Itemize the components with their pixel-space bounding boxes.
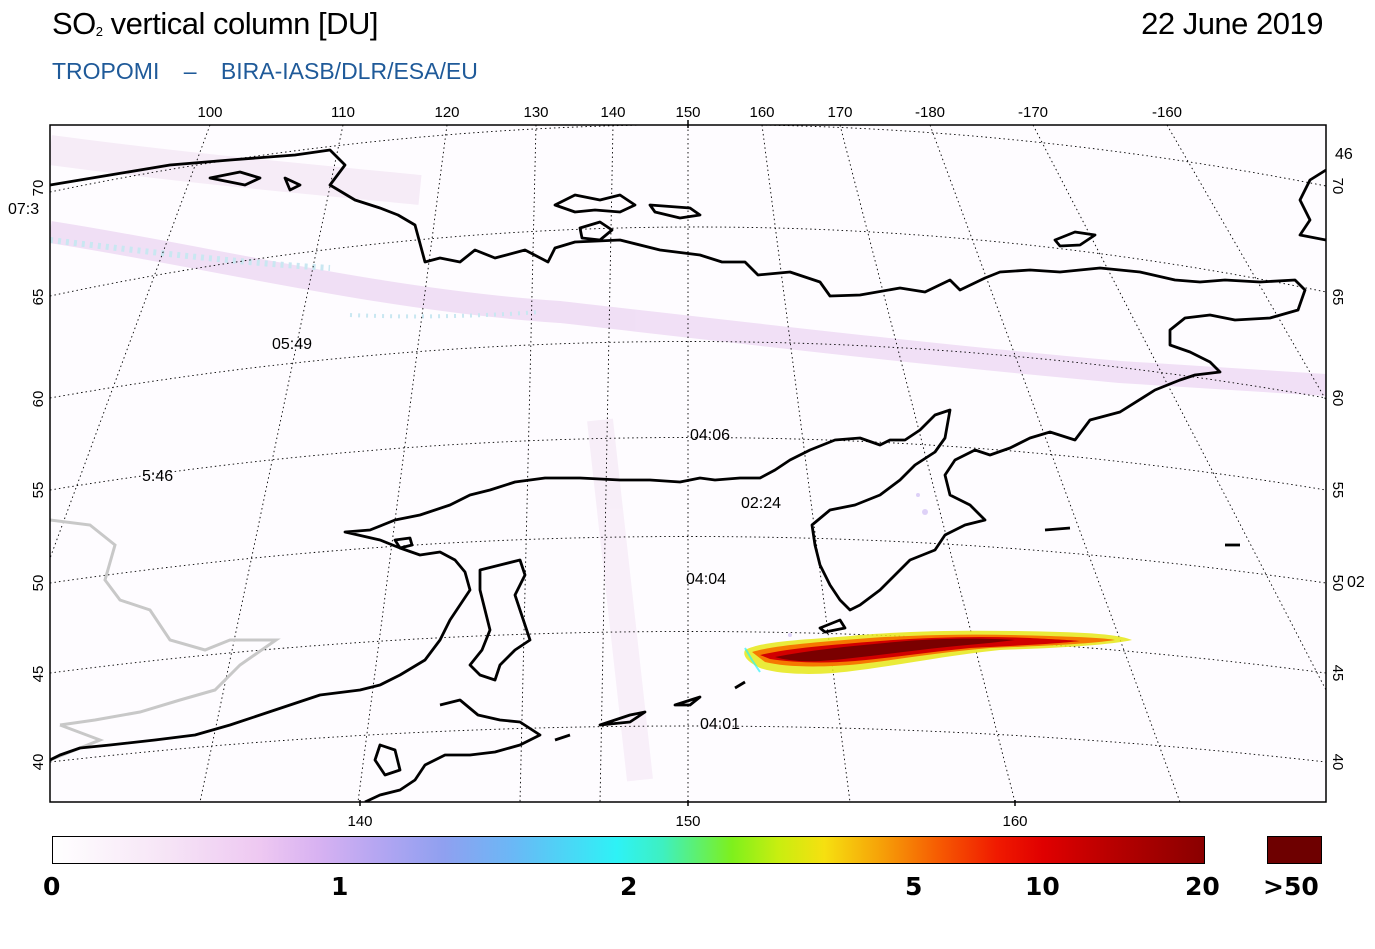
so2-traces [788,493,928,637]
top-longitude-labels: 100 110 120 130 140 150 160 170 -180 -17… [197,104,1182,121]
lat-label-left: 45 [30,666,47,683]
orbit-time-label: 02:24 [741,495,781,512]
lon-label-top: 150 [675,104,700,121]
colorbar-tick-label: 2 [620,872,638,901]
lat-label-right: 40 [1329,754,1346,771]
subtitle-credits: BIRA-IASB/DLR/ESA/EU [220,58,478,84]
orbit-time-labels: 05:49 04:06 5:46 02:24 04:04 04:01 [142,336,781,733]
lat-label-left: 65 [30,289,47,306]
bottom-longitude-labels: 140 150 160 [347,813,1027,830]
lon-label-bottom: 160 [1002,813,1027,830]
subtitle-instrument: TROPOMI [52,58,160,84]
subtitle-dash: – [183,58,197,84]
left-latitude-labels: 70 65 60 55 50 45 40 [30,180,47,771]
lon-label-top: 110 [331,104,355,121]
edge-time-right-mid: 02 [1347,574,1365,591]
graticule-meridians [50,125,1326,802]
edge-time-left-top: 07:3 [8,201,39,218]
lat-label-right: 45 [1329,665,1346,682]
map-subtitle: TROPOMI – BIRA-IASB/DLR/ESA/EU [52,58,478,85]
orbit-time-label: 04:04 [686,571,726,588]
orbit-time-label: 05:49 [272,336,312,353]
lat-label-right: 50 [1329,575,1346,592]
graticule-parallels [50,125,1326,763]
orbit-time-label: 04:06 [690,427,730,444]
lon-label-top: -170 [1018,104,1048,121]
lat-label-right: 70 [1329,178,1346,195]
lat-label-right: 65 [1329,289,1346,306]
lat-label-left: 40 [30,754,47,771]
lat-label-left: 70 [30,180,47,197]
colorbar-overflow-swatch [1267,836,1322,864]
colorbar-tick-label: 5 [905,872,923,901]
lon-label-top: -160 [1152,104,1182,121]
so2-plume [744,630,1132,674]
lon-label-top: -180 [915,104,945,121]
frame-ticks [359,120,1016,806]
lat-label-left: 55 [30,482,47,499]
lon-label-top: 100 [197,104,222,121]
lon-label-bottom: 150 [675,813,700,830]
orbit-time-label: 5:46 [142,468,173,485]
lon-label-top: 130 [523,104,548,121]
lon-label-top: 160 [749,104,774,121]
lat-label-right: 55 [1329,482,1346,499]
lon-label-top: 120 [434,104,459,121]
lat-label-left: 50 [30,575,47,592]
colorbar [52,836,1205,864]
map-date: 22 June 2019 [1141,6,1323,41]
map-title: SO2 vertical column [DU] [52,6,379,41]
lat-label-right: 60 [1329,390,1346,407]
coastlines [50,148,1326,802]
colorbar-tick-label: 20 [1185,872,1220,901]
lon-label-top: 170 [827,104,852,121]
lon-label-bottom: 140 [347,813,372,830]
right-latitude-labels: 70 65 60 55 50 45 40 [1329,178,1346,771]
colorbar-tick-label: 0 [43,872,61,901]
orbit-time-label: 04:01 [700,716,740,733]
lon-label-top: 140 [600,104,625,121]
edge-time-right-top: 46 [1335,146,1353,163]
lat-label-left: 60 [30,391,47,408]
colorbar-tick-label: 1 [331,872,349,901]
colorbar-tick-label: >50 [1263,872,1319,901]
colorbar-tick-label: 10 [1025,872,1060,901]
